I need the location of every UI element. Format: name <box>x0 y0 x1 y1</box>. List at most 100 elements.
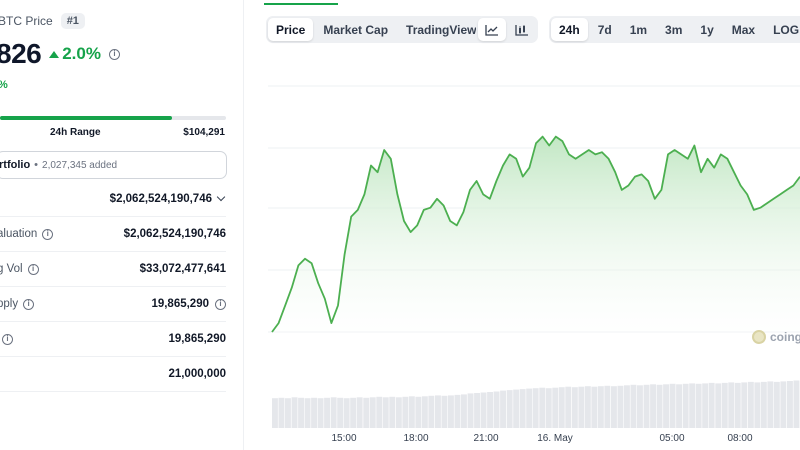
volume-bar <box>415 396 422 428</box>
volume-bar <box>285 398 291 428</box>
coin-stats-panel: BTC Price #1 826 2.0% i % 24h Range $104… <box>0 0 244 450</box>
info-icon[interactable]: i <box>215 298 226 310</box>
current-price: 826 <box>0 38 42 69</box>
stat-label-text: g Vol <box>0 263 23 275</box>
price-chart[interactable]: 15:00 18:00 21:00 16. May 05:00 08:00 <box>268 60 800 450</box>
volume-bar <box>441 395 448 428</box>
volume-bar <box>324 397 330 428</box>
info-icon[interactable]: i <box>2 333 13 345</box>
volume-bar <box>780 381 787 428</box>
price-change-badge: 2.0% <box>49 44 101 64</box>
range-label: 24h Range <box>50 127 101 138</box>
tab-market-cap[interactable]: Market Cap <box>323 22 389 37</box>
info-icon[interactable]: i <box>108 48 120 60</box>
volume-bar <box>311 397 317 428</box>
x-tick-label: 21:00 <box>473 433 498 444</box>
price-chart-svg[interactable]: 15:00 18:00 21:00 16. May 05:00 08:00 <box>268 60 800 450</box>
volume-bar <box>715 383 722 428</box>
range-1y[interactable]: 1y <box>700 22 714 37</box>
price-area-fill <box>272 136 800 338</box>
stat-value: $33,072,477,641 <box>140 263 226 275</box>
volume-bar <box>356 397 363 428</box>
volume-bar <box>663 384 669 428</box>
volume-bar <box>682 383 689 428</box>
stat-value-text: 21,000,000 <box>168 368 226 380</box>
volume-bar <box>487 392 493 428</box>
volume-bar <box>506 390 513 428</box>
volume-bar <box>389 396 396 428</box>
stat-value: 21,000,000 <box>168 368 226 380</box>
portfolio-count: 2,027,345 added <box>42 159 118 171</box>
volume-bar <box>467 393 474 428</box>
x-tick-label: 15:00 <box>331 433 356 444</box>
range-3m[interactable]: 3m <box>665 22 683 37</box>
stat-value-text: $2,062,524,190,746 <box>109 193 212 205</box>
x-tick-label: 05:00 <box>659 433 684 444</box>
x-tick-label: 18:00 <box>403 433 428 444</box>
stat-value[interactable]: $2,062,524,190,746 <box>109 192 226 205</box>
volume-bar <box>617 385 624 428</box>
x-tick-label: 08:00 <box>727 433 752 444</box>
volume-bar <box>278 397 285 428</box>
tab-price[interactable]: Price <box>268 18 314 41</box>
volume-bar <box>676 384 682 428</box>
volume-bar <box>637 385 643 428</box>
volume-bar <box>708 382 715 428</box>
volume-bar <box>317 398 324 428</box>
line-chart-icon[interactable] <box>478 18 506 41</box>
volume-bar <box>408 396 415 428</box>
volume-bar <box>519 389 526 428</box>
range-7d[interactable]: 7d <box>597 22 612 37</box>
watermark: coing <box>752 330 800 344</box>
range-bar <box>0 116 226 120</box>
x-tick-label: 16. May <box>537 433 573 444</box>
volume-bar <box>545 388 552 428</box>
volume-bar <box>741 382 748 428</box>
stat-value: 19,865,290 <box>168 333 226 345</box>
stat-row: 21,000,000 <box>0 357 226 392</box>
volume-bar <box>493 391 500 428</box>
volume-bar <box>298 397 304 428</box>
range-1m[interactable]: 1m <box>629 22 648 37</box>
chevron-down-icon[interactable] <box>216 192 226 202</box>
info-icon[interactable]: i <box>23 298 35 310</box>
range-max[interactable]: Max <box>731 22 756 37</box>
tab-tradingview[interactable]: TradingView <box>406 22 477 37</box>
range-24h[interactable]: 24h <box>551 18 588 41</box>
volume-bar <box>630 384 637 428</box>
volume-bar <box>513 389 520 428</box>
volume-bar <box>584 386 591 428</box>
volume-bar <box>402 396 409 428</box>
price-row: 826 2.0% i <box>0 38 120 70</box>
stat-label: g Vol i <box>0 263 39 275</box>
candlestick-chart-icon[interactable] <box>508 18 536 41</box>
stat-value: $2,062,524,190,746 <box>124 228 226 240</box>
volume-bar <box>461 394 467 428</box>
volume-bar <box>702 383 709 428</box>
volume-bar <box>343 398 350 428</box>
volume-bar <box>611 386 617 428</box>
up-arrow-icon <box>49 50 60 58</box>
volume-bar <box>721 382 728 428</box>
stat-label: aluation i <box>0 228 54 240</box>
volume-bar <box>382 397 389 428</box>
volume-bar <box>669 383 676 428</box>
volume-bar <box>591 386 598 428</box>
volume-bar <box>337 397 344 428</box>
portfolio-label: rtfolio <box>0 159 31 171</box>
separator-dot: • <box>34 159 39 171</box>
info-icon[interactable]: i <box>27 263 39 275</box>
volume-bar <box>526 388 533 428</box>
info-icon[interactable]: i <box>42 228 54 240</box>
volume-bar <box>773 381 780 428</box>
volume-bar <box>435 395 441 428</box>
volume-bar <box>787 381 793 428</box>
time-range-tabs: 24h 7d 1m 3m 1y Max LOG <box>549 16 800 43</box>
gecko-logo-icon <box>752 330 766 344</box>
volume-bar <box>330 397 337 428</box>
price-header: BTC Price #1 <box>0 13 85 29</box>
add-to-portfolio-button[interactable]: rtfolio • 2,027,345 added <box>0 151 227 179</box>
range-bar-fill <box>0 116 172 120</box>
range-log[interactable]: LOG <box>773 22 800 37</box>
stat-value-text: $2,062,524,190,746 <box>123 228 226 240</box>
